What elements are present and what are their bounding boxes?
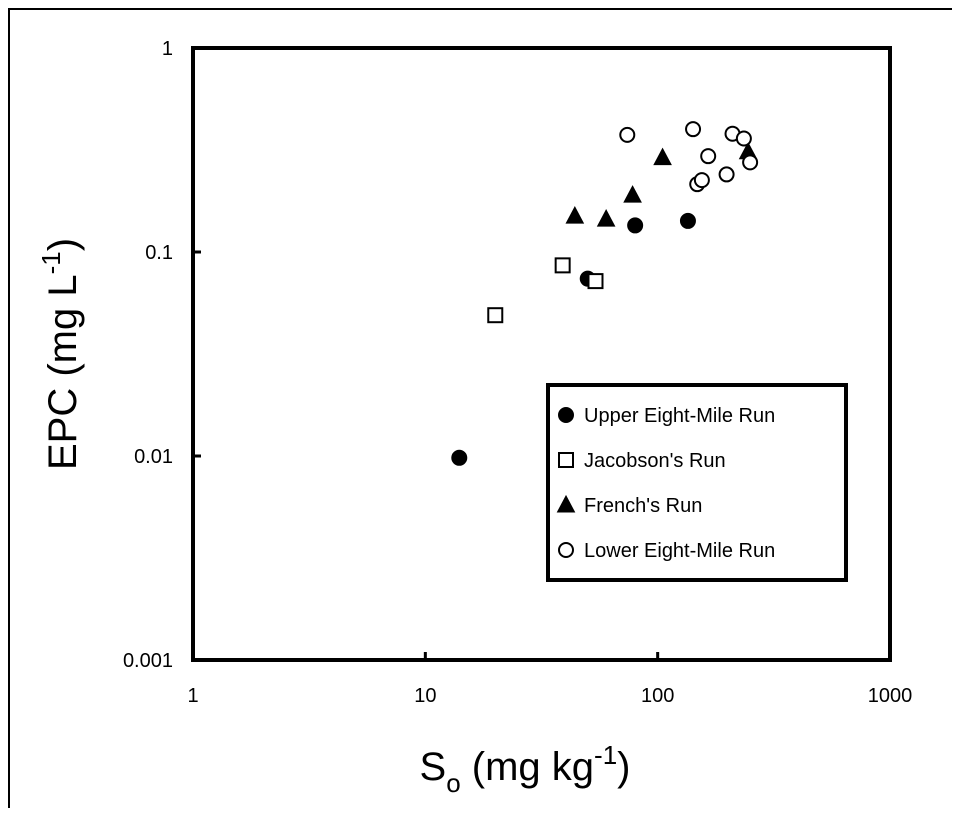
data-point xyxy=(587,273,604,290)
y-tick-label: 0.01 xyxy=(134,446,173,468)
data-point xyxy=(565,206,585,224)
data-point xyxy=(623,185,642,203)
figure-frame xyxy=(8,8,952,808)
x-tick-label: 100 xyxy=(641,685,674,707)
data-point xyxy=(742,154,759,171)
data-point xyxy=(554,257,571,274)
legend-marker xyxy=(558,407,574,423)
data-point xyxy=(693,172,710,189)
data-point xyxy=(700,148,717,165)
data-point xyxy=(627,217,644,234)
data-point xyxy=(619,126,636,143)
x-axis-title: So (mg kg-1) xyxy=(420,740,631,798)
data-point xyxy=(679,212,696,229)
data-point xyxy=(487,307,504,324)
plot-border xyxy=(191,46,892,662)
legend: Upper Eight-Mile Run Jacobson's Run French… xyxy=(546,383,848,582)
legend-label: French's Run xyxy=(584,495,702,517)
data-point xyxy=(596,209,616,227)
data-point xyxy=(718,166,735,183)
x-tick-label: 1000 xyxy=(868,685,913,707)
y-axis-title: EPC (mg L-1) xyxy=(36,238,85,470)
data-point xyxy=(653,147,672,166)
y-tick-label: 0.1 xyxy=(145,242,173,264)
series-3 xyxy=(619,121,759,193)
y-tick-label: 0.001 xyxy=(123,650,173,672)
data-point xyxy=(685,121,702,138)
x-tick-label: 10 xyxy=(414,685,436,707)
legend-label: Lower Eight-Mile Run xyxy=(584,540,775,562)
legend-label: Upper Eight-Mile Run xyxy=(584,405,775,427)
legend-marker xyxy=(558,452,574,468)
legend-marker xyxy=(556,494,576,513)
legend-box xyxy=(546,383,848,582)
legend-marker xyxy=(558,542,574,558)
y-tick-label: 1 xyxy=(162,38,173,60)
data-point xyxy=(735,130,752,147)
series-2 xyxy=(565,141,758,227)
x-tick-label: 1 xyxy=(187,685,198,707)
series-1 xyxy=(487,257,604,324)
legend-label: Jacobson's Run xyxy=(584,450,726,472)
data-point xyxy=(451,449,468,466)
